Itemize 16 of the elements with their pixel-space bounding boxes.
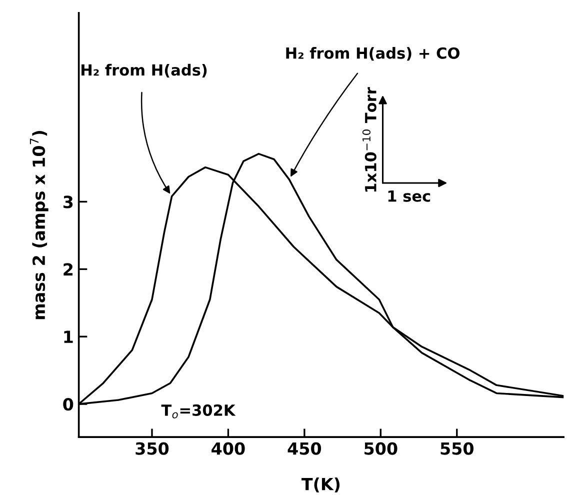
x-tick-label: 400: [212, 442, 245, 455]
y-tick-label: 3: [63, 196, 73, 208]
annotation: H₂ from H(ads) + CO: [286, 47, 460, 61]
x-tick-label: 550: [440, 442, 474, 455]
x-tick-label: 450: [288, 442, 322, 455]
x-axis-title: T(K): [302, 478, 340, 492]
annotation: 1 sec: [388, 190, 430, 202]
y-tick-label: 2: [64, 263, 73, 276]
annotation: T$_{o}$=302K: [161, 404, 236, 418]
annotation: H₂ from H(ads): [82, 64, 207, 78]
x-tick-label: 500: [364, 442, 398, 455]
y-tick-label: 0: [63, 398, 74, 411]
y-tick-label: 1: [64, 330, 73, 343]
x-tick-label: 350: [136, 442, 169, 455]
y-axis-title: mass 2 (amps x 10$^{7}$): [30, 130, 48, 320]
annotation: 1x10$^{−10}$ Torr: [362, 87, 376, 192]
